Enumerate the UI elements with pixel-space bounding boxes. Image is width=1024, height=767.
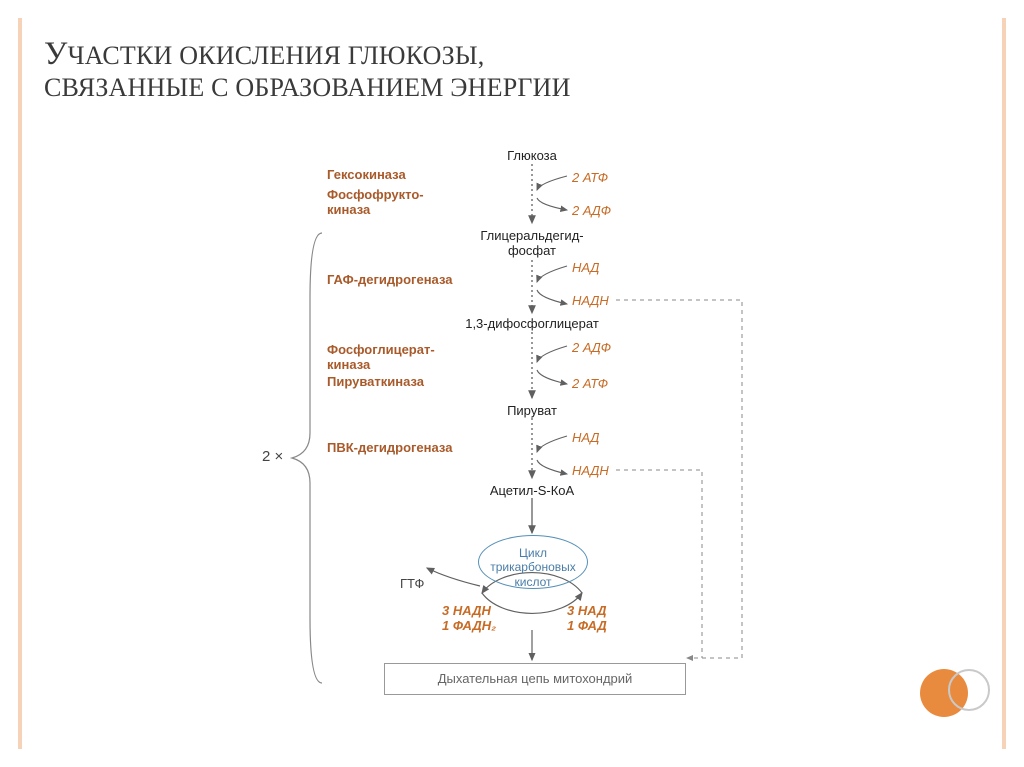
tca-cycle-box: Цикл трикарбоновых кислот	[478, 535, 588, 589]
title-line-2: СВЯЗАННЫЕ С ОБРАЗОВАНИЕМ ЭНЕРГИИ	[44, 73, 980, 103]
metabolite-gap: Глицеральдегид- фосфат	[462, 228, 602, 258]
tca-right-1: 3 НАД	[567, 603, 607, 618]
enzyme-hexokinase: Гексокиназа	[327, 168, 406, 183]
cofactor-1-in: 2 АТФ	[572, 170, 608, 185]
title-block: УЧАСТКИ ОКИСЛЕНИЯ ГЛЮКОЗЫ, СВЯЗАННЫЕ С О…	[22, 18, 1002, 103]
enzyme-gapdh: ГАФ-дегидрогеназа	[327, 273, 452, 288]
metabolite-13bpg: 1,3-дифосфоглицерат	[452, 316, 612, 331]
pathway-diagram: 2 × Глюкоза Глицеральдегид- фосфат 1,3-д…	[232, 148, 852, 708]
tca-left-1: 3 НАДН	[442, 603, 491, 618]
respiratory-chain-box: Дыхательная цепь митохондрий	[384, 663, 686, 695]
enzyme-pgk: Фосфоглицерат- киназа	[327, 343, 435, 373]
cofactor-2-out: НАДН	[572, 293, 609, 308]
enzyme-pdh: ПВК-дегидрогеназа	[327, 441, 452, 456]
cofactor-4-in: НАД	[572, 430, 599, 445]
gtp-label: ГТФ	[400, 576, 424, 591]
tca-right-2: 1 ФАД	[567, 618, 607, 633]
cofactor-3-in: 2 АДФ	[572, 340, 611, 355]
tca-left-2: 1 ФАДН₂	[442, 618, 496, 633]
title-dropcap: У	[44, 36, 68, 72]
cofactor-2-in: НАД	[572, 260, 599, 275]
cofactor-3-out: 2 АТФ	[572, 376, 608, 391]
corner-accent-ring	[948, 669, 990, 711]
enzyme-pfk: Фосфофрукто- киназа	[327, 188, 424, 218]
title-line-1: УЧАСТКИ ОКИСЛЕНИЯ ГЛЮКОЗЫ,	[44, 36, 980, 73]
metabolite-acetylcoa: Ацетил-S-КоА	[472, 483, 592, 498]
cofactor-4-out: НАДН	[572, 463, 609, 478]
cofactor-1-out: 2 АДФ	[572, 203, 611, 218]
slide-frame: УЧАСТКИ ОКИСЛЕНИЯ ГЛЮКОЗЫ, СВЯЗАННЫЕ С О…	[18, 18, 1006, 749]
metabolite-pyruvate: Пируват	[472, 403, 592, 418]
metabolite-glucose: Глюкоза	[472, 148, 592, 163]
enzyme-pyrkinase: Пируваткиназа	[327, 375, 424, 390]
two-times-label: 2 ×	[262, 448, 283, 465]
